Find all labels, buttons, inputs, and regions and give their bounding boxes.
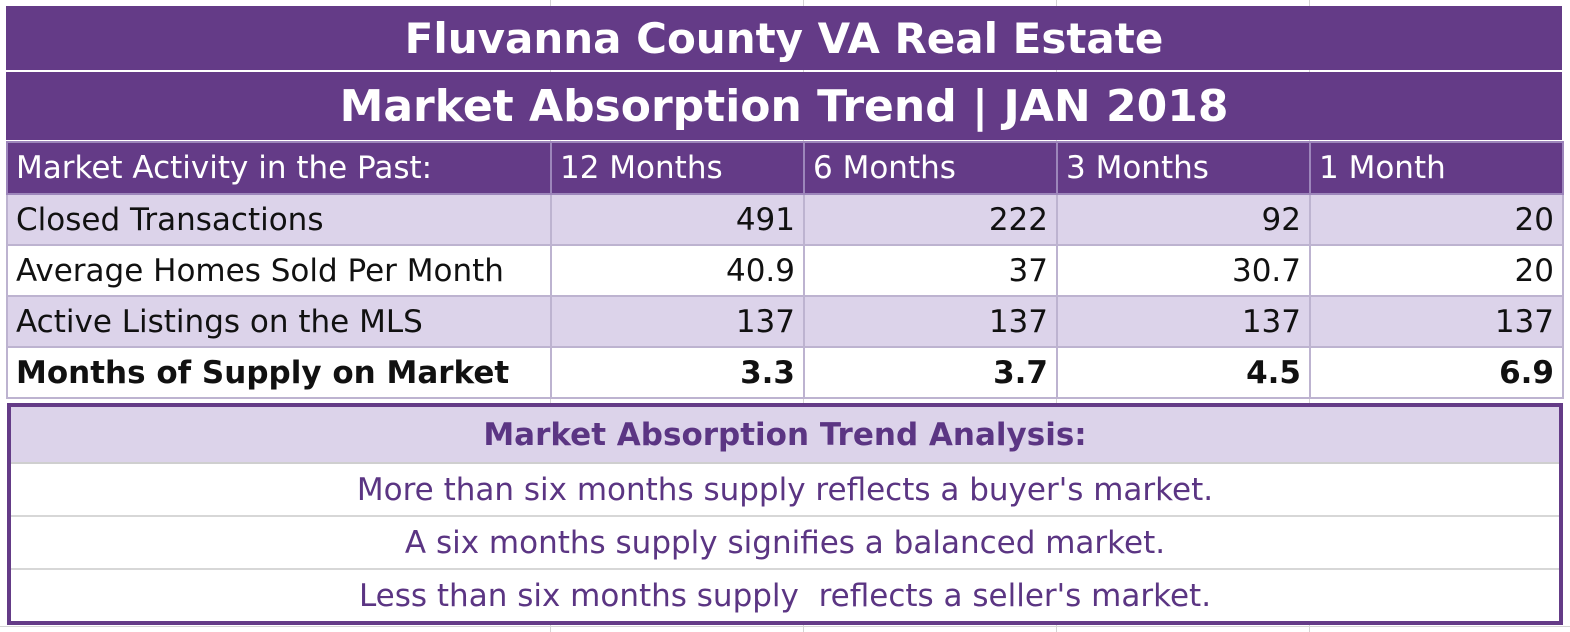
row-label[interactable]: Average Homes Sold Per Month	[6, 244, 552, 297]
value-cell[interactable]: 137	[1309, 295, 1564, 348]
header-cell-1-month[interactable]: 1 Month	[1309, 141, 1564, 195]
gridline	[0, 626, 1570, 627]
header-cell-3-months[interactable]: 3 Months	[1056, 141, 1311, 195]
analysis-heading[interactable]: Market Absorption Trend Analysis:	[11, 407, 1559, 464]
value-cell[interactable]: 6.9	[1309, 346, 1564, 399]
analysis-line-buyers-market[interactable]: More than six months supply reflects a b…	[11, 464, 1559, 517]
value-cell[interactable]: 137	[1056, 295, 1311, 348]
value-cell[interactable]: 30.7	[1056, 244, 1311, 297]
header-cell-6-months[interactable]: 6 Months	[803, 141, 1058, 195]
table-header-row: Market Activity in the Past: 12 Months 6…	[6, 141, 1564, 195]
value-cell[interactable]: 20	[1309, 244, 1564, 297]
value-cell[interactable]: 137	[550, 295, 805, 348]
value-cell[interactable]: 37	[803, 244, 1058, 297]
value-cell[interactable]: 20	[1309, 193, 1564, 246]
value-cell[interactable]: 3.3	[550, 346, 805, 399]
value-cell[interactable]: 3.7	[803, 346, 1058, 399]
row-label[interactable]: Months of Supply on Market	[6, 346, 552, 399]
value-cell[interactable]: 4.5	[1056, 346, 1311, 399]
value-cell[interactable]: 92	[1056, 193, 1311, 246]
analysis-line-sellers-market[interactable]: Less than six months supply reflects a s…	[358, 577, 1212, 614]
row-label[interactable]: Closed Transactions	[6, 193, 552, 246]
title-line-1: Fluvanna County VA Real Estate	[6, 6, 1562, 70]
value-cell[interactable]: 40.9	[550, 244, 805, 297]
title-line-2: Market Absorption Trend | JAN 2018	[6, 72, 1562, 140]
table-row-months-of-supply: Months of Supply on Market 3.3 3.7 4.5 6…	[6, 346, 1564, 399]
value-cell[interactable]: 222	[803, 193, 1058, 246]
absorption-table: Market Activity in the Past: 12 Months 6…	[6, 141, 1564, 399]
header-cell-12-months[interactable]: 12 Months	[550, 141, 805, 195]
analysis-line-balanced-market[interactable]: A six months supply signifies a balanced…	[11, 517, 1559, 570]
row-label[interactable]: Active Listings on the MLS	[6, 295, 552, 348]
value-cell[interactable]: 137	[803, 295, 1058, 348]
value-cell[interactable]: 491	[550, 193, 805, 246]
header-cell-label[interactable]: Market Activity in the Past:	[6, 141, 552, 195]
table-row-active-listings: Active Listings on the MLS 137 137 137 1…	[6, 295, 1564, 348]
table-row-average-homes-sold: Average Homes Sold Per Month 40.9 37 30.…	[6, 244, 1564, 297]
table-row-closed-transactions: Closed Transactions 491 222 92 20	[6, 193, 1564, 246]
analysis-box: Market Absorption Trend Analysis: More t…	[7, 403, 1563, 625]
